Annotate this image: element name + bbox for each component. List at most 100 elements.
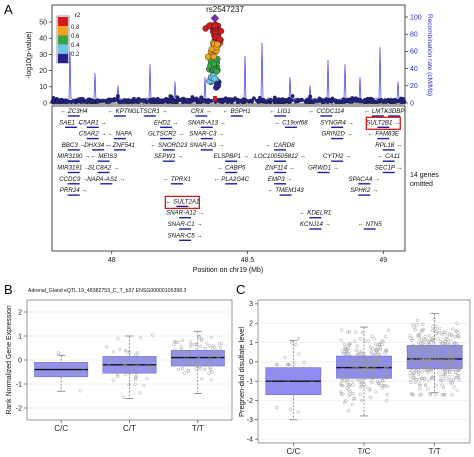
metabolite-point <box>449 333 454 337</box>
eqtl-point <box>59 362 64 367</box>
metabolite-point <box>410 358 414 363</box>
eqtl-point <box>199 338 203 342</box>
metabolite-point <box>423 383 428 387</box>
gene-label: NAPA-AS1 → <box>87 176 125 183</box>
metabolite-point <box>357 363 361 367</box>
metabolite-point <box>365 364 369 368</box>
metabolite-point <box>442 376 446 381</box>
metabolite-point <box>372 368 376 372</box>
metabolite-point <box>450 362 455 366</box>
association-point <box>279 99 284 104</box>
metabolite-point <box>360 330 365 335</box>
eqtl-point <box>148 367 152 371</box>
metabolite-point <box>340 349 344 353</box>
gene-label: DHX34 → <box>84 142 112 149</box>
association-point <box>357 99 362 104</box>
metabolite-point <box>343 352 347 356</box>
eqtl-x-tick-label: C/C <box>54 424 68 433</box>
metabolite-y-tick-label: -1 <box>247 378 253 385</box>
metabolite-point <box>434 383 438 387</box>
eqtl-point <box>145 376 149 381</box>
metabolite-point <box>372 359 377 363</box>
metabolite-point <box>455 388 459 392</box>
eqtl-ticks: -2 -1 0 1 2 C/C C/T T/T <box>16 309 204 433</box>
metabolite-point <box>275 405 279 410</box>
metabolite-point <box>368 359 372 363</box>
eqtl-point <box>133 382 137 386</box>
association-point <box>106 99 111 104</box>
r2-legend-swatch <box>58 17 68 27</box>
eqtl-point <box>125 358 129 362</box>
eqtl-point <box>60 373 65 378</box>
association-point <box>127 98 132 103</box>
gene-label: ← SNORD23 <box>150 142 188 149</box>
eqtl-point <box>213 345 217 349</box>
eqtl-point <box>116 337 120 341</box>
metabolite-point <box>338 390 343 394</box>
gene-label: ← SULT2A1 <box>165 198 199 205</box>
association-point <box>213 67 220 75</box>
metabolite-point <box>383 335 388 339</box>
eqtl-point <box>209 378 213 382</box>
metabolite-point <box>275 370 279 374</box>
r2-legend-label-3: 0.2 <box>71 52 80 58</box>
gene-label: GLTSCR1 → <box>132 108 168 115</box>
metabolite-point <box>434 393 438 397</box>
metabolite-point <box>416 372 421 376</box>
metabolite-point <box>425 353 429 357</box>
gene-label: SEPW1 → <box>154 153 184 160</box>
association-point <box>362 99 367 104</box>
gene-label: ← C19orf68 <box>274 119 308 126</box>
metabolite-point <box>347 352 351 356</box>
eqtl-point <box>117 347 122 352</box>
metabolite-point <box>384 349 388 353</box>
metabolite-point <box>450 361 454 365</box>
metabolite-point <box>457 377 461 382</box>
association-point <box>198 99 203 104</box>
metabolite-point <box>409 354 413 358</box>
eqtl-y-tick-label: -2 <box>16 405 22 412</box>
eqtl-point <box>202 352 206 356</box>
metabolite-y-tick-label: 2 <box>249 320 253 327</box>
metabolite-point <box>426 368 430 372</box>
metabolite-point <box>415 350 419 355</box>
metabolite-point <box>427 342 432 346</box>
gene-label: PRR24 → <box>60 187 88 194</box>
metabolite-point <box>456 334 460 338</box>
metabolite-point <box>427 346 431 351</box>
metabolite-point <box>363 376 367 381</box>
eqtl-point <box>207 344 212 348</box>
gene-label: ELSPBP1 → <box>213 153 248 160</box>
recombination-y-tick-label: 60 <box>410 49 418 56</box>
metabolite-point <box>420 358 424 363</box>
metabolite-point <box>432 317 436 321</box>
gene-label: ← PLA2G4C <box>213 176 249 183</box>
eqtl-point <box>134 374 138 379</box>
metabolite-point <box>450 393 454 397</box>
metabolite-point <box>447 364 452 368</box>
metabolite-point <box>447 375 451 379</box>
gene-label: SPHK2 → <box>350 187 378 194</box>
metabolite-point <box>443 368 447 372</box>
metabolite-point <box>366 366 370 370</box>
gene-label: ← FAM83E <box>368 131 400 138</box>
metabolite-point <box>370 334 374 338</box>
metabolite-point <box>447 370 452 374</box>
metabolite-point <box>370 380 374 385</box>
metabolite-point <box>451 327 455 331</box>
metabolite-y-label: Pregnen-diol disulfate level <box>237 327 246 417</box>
position-x-tick-label: 48.5 <box>241 257 255 264</box>
metabolite-point <box>380 339 384 343</box>
metabolite-point <box>362 366 366 370</box>
metabolite-point <box>375 350 379 354</box>
association-point <box>213 84 220 91</box>
eqtl-point <box>204 361 209 365</box>
eqtl-point <box>123 372 127 377</box>
gene-label: ← BSPH1 <box>223 108 251 115</box>
association-point <box>229 99 234 104</box>
association-point <box>401 97 406 101</box>
metabolite-point <box>378 358 382 363</box>
gene-track: ← ZC3H4 ← KPTN GLTSCR1 → CRX → ← BSPH1 ← LIG1… <box>57 108 405 242</box>
eqtl-point <box>116 375 120 379</box>
